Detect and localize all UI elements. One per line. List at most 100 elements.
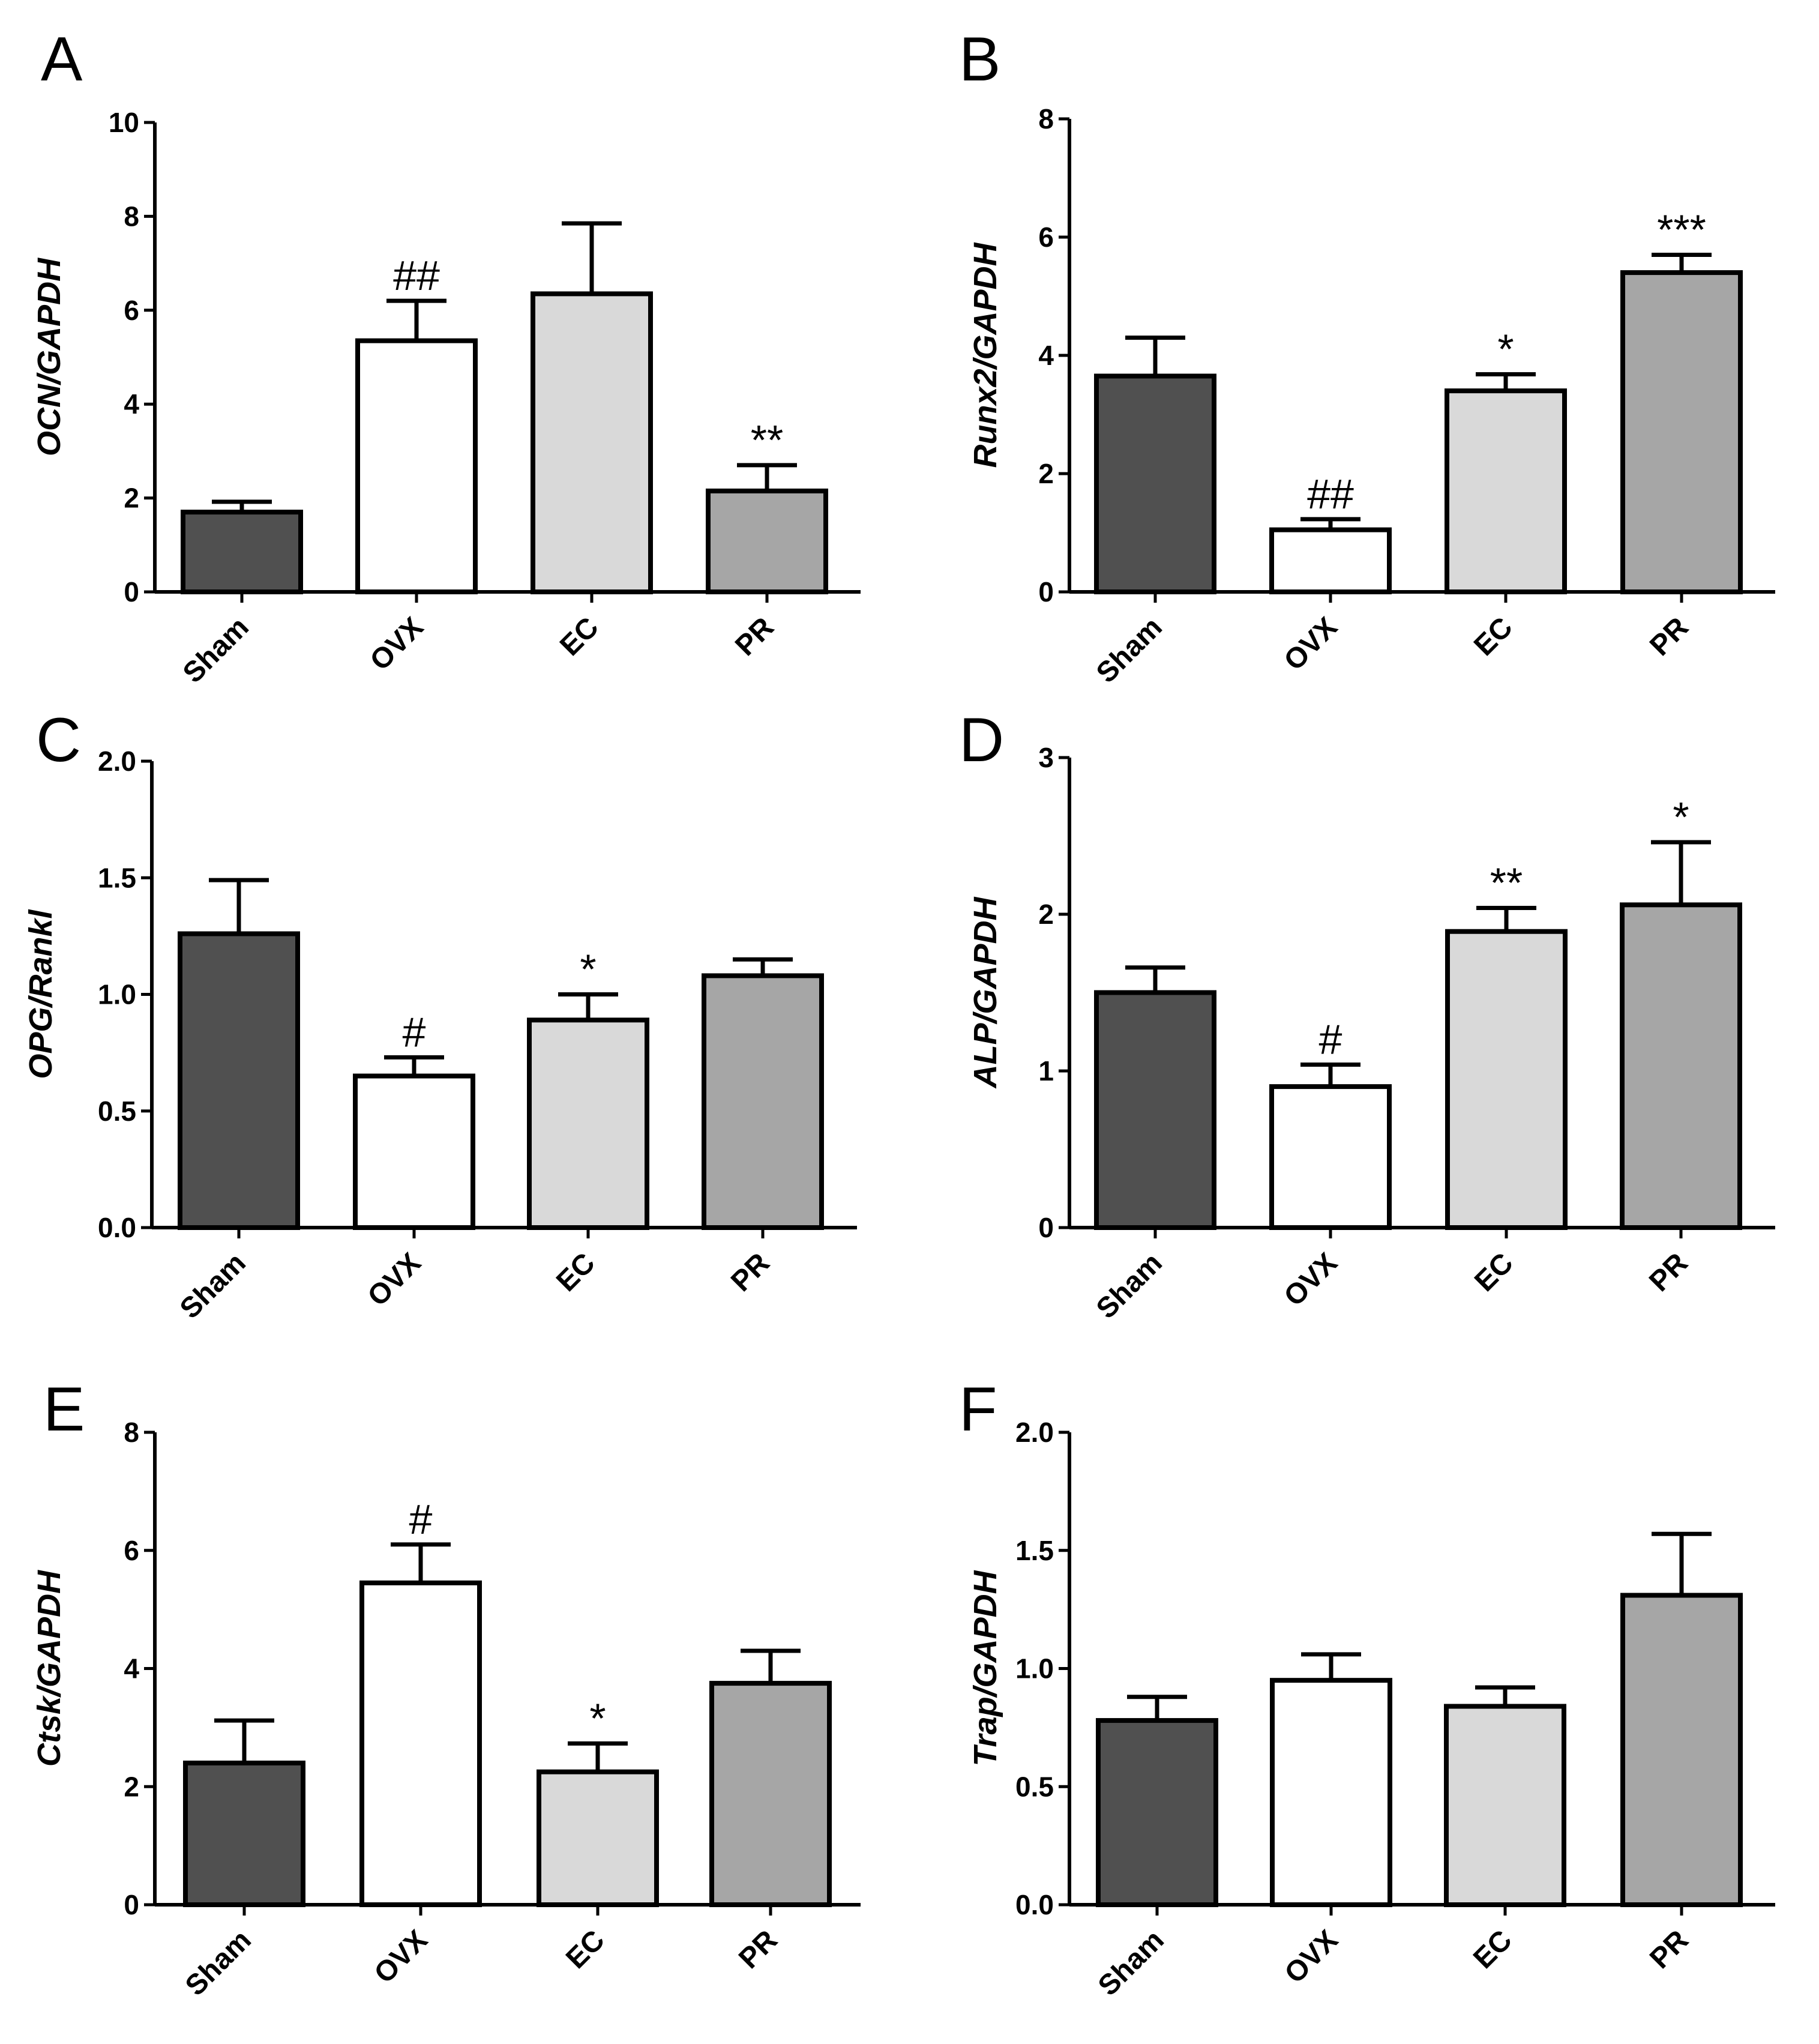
bar-pr [1620,1593,1743,1907]
bar-sham [1094,373,1216,594]
y-tick-label: 4 [1038,340,1054,371]
y-tick-label: 2 [124,483,139,514]
bar-ec [527,1017,649,1230]
y-tick-label: 6 [124,295,139,326]
significance-label: ** [1490,860,1523,906]
y-axis-title: Runx2/GAPDH [967,242,1003,468]
significance-label: ## [393,252,440,299]
x-category-label: PR [1643,1247,1694,1298]
x-category-label: Sham [174,1247,252,1325]
y-axis-title: Ctsk/GAPDH [31,1570,67,1767]
bar-ec [1445,388,1567,594]
y-tick-label: 0 [1038,576,1054,607]
y-tick-label: 0.0 [98,1212,136,1243]
error-bar-ec [568,1741,628,1772]
error-bar-ovx [386,298,446,341]
error-bar-pr [737,463,797,491]
bar-pr [702,973,824,1231]
x-category-label: EC [560,1924,611,1975]
y-axis-title: Trap/GAPDH [967,1570,1003,1766]
significance-label: *** [1657,207,1706,253]
panel-label: C [36,705,81,775]
y-tick-label: 8 [1038,103,1054,134]
y-tick-label: 0.5 [1015,1771,1054,1802]
x-category-label: PR [725,1247,776,1298]
x-category-label: OVX [368,1924,434,1989]
bar-ec [531,291,653,594]
x-category-label: PR [1644,611,1695,662]
x-category-label: OVX [1278,1247,1344,1312]
significance-label: # [403,1008,426,1055]
y-tick-label: 8 [124,200,139,232]
error-bar-ovx [391,1542,451,1583]
error-bar-ec [558,992,618,1020]
y-tick-label: 0.0 [1015,1889,1054,1920]
y-axis-title: OCN/GAPDH [31,258,67,456]
y-tick-label: 4 [124,388,139,420]
panel-c: C OPG/Rankl # * 0.0 0.5 1.0 1.5 2.0 Sham OVX EC PR [23,705,857,1325]
x-category-label: Sham [177,611,255,689]
x-category-label: EC [1468,611,1519,662]
error-bar-pr [1651,840,1711,905]
y-tick-label: 1.0 [98,979,136,1010]
error-bar-sham [214,1718,274,1763]
bar-sham [178,931,300,1230]
y-tick-label: 1.0 [1015,1653,1054,1684]
y-tick-label: 0 [1038,1212,1054,1243]
y-tick-label: 2 [1038,458,1054,489]
bar-ovx [353,1073,475,1230]
significance-label: # [1319,1016,1342,1063]
error-bar-ovx [384,1055,444,1076]
bar-ovx [1270,1678,1392,1908]
y-tick-label: 0.5 [98,1096,136,1127]
y-tick-label: 4 [124,1653,139,1684]
bar-sham [181,510,303,594]
y-tick-label: 6 [1038,222,1054,253]
panel-e: E Ctsk/GAPDH # * 0 2 4 6 8 Sham OVX EC PR [31,1375,861,2002]
y-axis-title: ALP/GAPDH [967,896,1003,1089]
significance-label: ## [1307,471,1354,517]
y-tick-label: 1.5 [98,862,136,893]
error-bar-ec [562,221,622,294]
panel-label: E [43,1375,85,1444]
y-tick-label: 6 [124,1535,139,1566]
y-tick-label: 2.0 [98,746,136,777]
bar-ovx [355,338,478,594]
bar-ec [1444,1704,1566,1907]
bar-pr [1620,902,1742,1230]
bar-ec [537,1769,659,1907]
error-bar-ovx [1300,517,1360,530]
error-bar-sham [212,499,272,513]
x-category-label: Sham [1092,1924,1170,2002]
x-category-label: EC [1467,1924,1518,1975]
error-bar-ec [1476,372,1536,391]
error-bar-ec [1476,906,1536,932]
panel-label: A [41,25,83,94]
significance-label: # [409,1496,433,1543]
error-bar-pr [1652,253,1712,273]
error-bar-sham [1127,1695,1187,1721]
significance-label: * [589,1695,606,1741]
error-bar-ovx [1300,1063,1360,1087]
bar-ovx [1269,527,1392,595]
error-bar-pr [733,957,793,976]
x-category-label: PR [1644,1924,1695,1975]
panel-f: F Trap/GAPDH 0.0 0.5 1.0 1.5 2.0 Sham OVX EC PR [959,1375,1775,2002]
x-category-label: OVX [1279,1924,1344,1989]
y-tick-label: 0 [124,576,139,607]
significance-label: * [580,946,596,993]
bar-ec [1445,929,1568,1230]
x-category-label: PR [729,611,780,662]
error-bar-sham [1125,965,1185,993]
panel-a: A OCN/GAPDH ## ** 0 2 4 6 8 10 Sham OVX EC PR [31,25,861,689]
x-category-label: PR [733,1924,784,1975]
significance-label: * [1673,794,1689,840]
y-tick-label: 10 [109,107,139,138]
panel-label: F [959,1375,997,1444]
error-bar-sham [209,878,269,934]
x-category-label: EC [554,611,605,662]
significance-label: ** [751,417,783,463]
